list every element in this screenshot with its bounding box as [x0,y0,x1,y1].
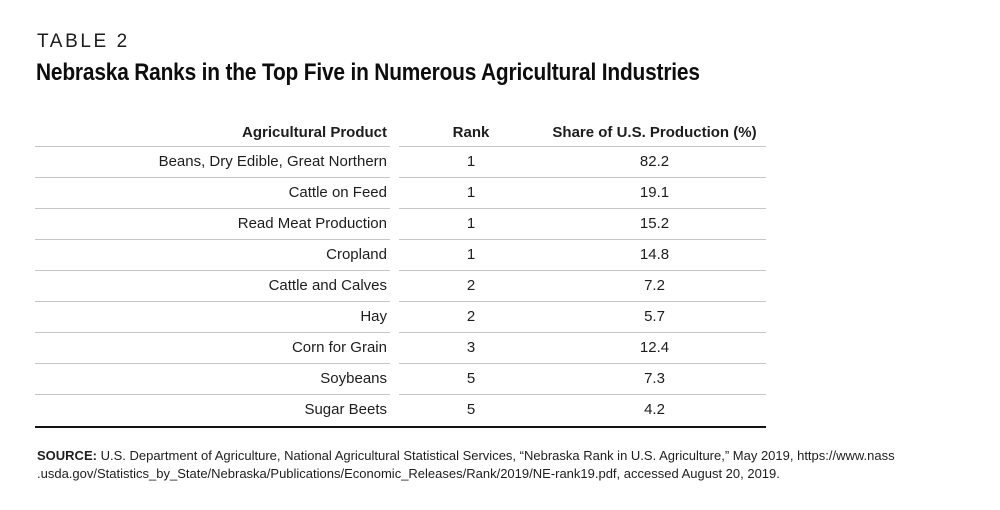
table-row: Sugar Beets 5 4.2 [35,395,766,426]
table-label: TABLE 2 [37,31,130,52]
product-cell: Sugar Beets [304,401,387,418]
source-text-line1: U.S. Department of Agriculture, National… [100,448,895,463]
column-gap [390,271,399,302]
table-row: Read Meat Production 1 15.2 [35,209,766,240]
source-note: SOURCE: U.S. Department of Agriculture, … [37,447,989,482]
product-cell: Corn for Grain [35,333,390,364]
rank-cell: 1 [466,215,476,232]
source-text-line2: .usda.gov/Statistics_by_State/Nebraska/P… [37,465,780,481]
header-rank-share-group: Rank Share of U.S. Production (%) [399,117,766,147]
column-gap [390,209,399,240]
share-cell: 12.4 [639,339,670,356]
rank-share-group: 1 82.2 [399,147,766,178]
rank-share-group: 3 12.4 [399,333,766,364]
share-cell: 5.7 [644,308,665,325]
table-row: Cattle and Calves 2 7.2 [35,271,766,302]
table-body: Beans, Dry Edible, Great Northern 1 82.2… [35,147,766,426]
source-label: SOURCE: [37,448,97,463]
table-row: Cattle on Feed 1 19.1 [35,178,766,209]
column-gap [390,178,399,209]
rank-share-group: 1 19.1 [399,178,766,209]
rank-cell: 5 [466,401,476,418]
product-cell: Hay [35,302,390,333]
product-cell: Cattle and Calves [35,271,390,302]
rank-cell: 5 [466,370,476,387]
rank-share-group: 1 15.2 [399,209,766,240]
product-cell: Cropland [35,240,390,271]
rank-cell: 1 [466,184,476,201]
column-header-rank: Rank [452,124,490,141]
column-gap [390,240,399,271]
column-gap [390,364,399,395]
rank-cell: 2 [466,277,476,294]
column-gap [390,395,399,426]
agricultural-ranks-table: Agricultural Product Rank Share of U.S. … [35,117,766,428]
rank-share-group: 1 14.8 [399,240,766,271]
product-cell: Beans, Dry Edible, Great Northern [35,147,390,178]
page-title: Nebraska Ranks in the Top Five in Numero… [36,59,700,86]
rank-cell: 3 [466,339,476,356]
share-cell: 19.1 [639,184,670,201]
share-cell: 82.2 [639,153,670,170]
product-cell: Soybeans [35,364,390,395]
column-gap [390,333,399,364]
column-gap [390,147,399,178]
rank-share-group: 2 7.2 [399,271,766,302]
table-header-row: Agricultural Product Rank Share of U.S. … [35,117,766,147]
share-cell: 14.8 [639,246,670,263]
column-header-share: Share of U.S. Production (%) [552,124,757,141]
rank-share-group: 5 4.2 [399,395,766,426]
table-row: Corn for Grain 3 12.4 [35,333,766,364]
rank-cell: 1 [466,153,476,170]
product-cell: Cattle on Feed [35,178,390,209]
share-cell: 15.2 [639,215,670,232]
table-row: Soybeans 5 7.3 [35,364,766,395]
rank-share-group: 5 7.3 [399,364,766,395]
column-header-agricultural-product: Agricultural Product [35,117,390,147]
column-gap [390,117,399,147]
table-row: Cropland 1 14.8 [35,240,766,271]
rank-cell: 2 [466,308,476,325]
product-cell: Read Meat Production [35,209,390,240]
share-cell: 7.3 [644,370,665,387]
share-cell: 7.2 [644,277,665,294]
rank-cell: 1 [466,246,476,263]
share-cell: 4.2 [644,401,665,418]
table-row: Hay 2 5.7 [35,302,766,333]
table-row: Beans, Dry Edible, Great Northern 1 82.2 [35,147,766,178]
rank-share-group: 2 5.7 [399,302,766,333]
column-gap [390,302,399,333]
